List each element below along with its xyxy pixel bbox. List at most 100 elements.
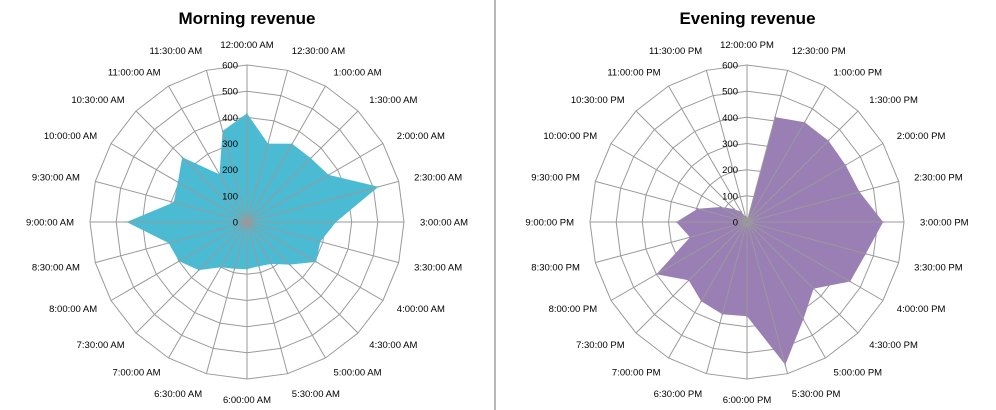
morning-radar-chart: 0 100 200 300 400 500 600 12:00:00 AM 12:30:00 A…	[26, 40, 468, 406]
radial-tick-label: 600	[722, 61, 738, 72]
spoke-line	[246, 221, 326, 359]
data-point	[687, 279, 690, 282]
category-label: 3:00:00 PM	[920, 218, 969, 229]
spoke-line	[135, 110, 248, 223]
spoke-line	[246, 85, 326, 223]
data-point	[740, 211, 742, 213]
category-label: 5:00:00 AM	[334, 367, 382, 378]
spoke-line	[246, 221, 359, 334]
spoke-line	[746, 110, 859, 223]
category-label: 8:30:00 AM	[32, 262, 80, 273]
spoke-line	[746, 221, 884, 301]
category-label: 10:00:00 AM	[44, 131, 97, 142]
category-label: 1:30:00 PM	[869, 95, 918, 106]
data-point	[246, 112, 248, 115]
radial-tick-label: 500	[722, 87, 738, 98]
category-label: 6:00:00 AM	[223, 395, 271, 406]
category-label: 1:00:00 AM	[334, 68, 382, 79]
category-label: 5:30:00 PM	[792, 389, 841, 400]
category-label: 4:00:00 PM	[897, 304, 946, 315]
category-label: 6:30:00 AM	[154, 389, 202, 400]
category-label: 6:00:00 PM	[723, 395, 772, 406]
data-point	[172, 201, 175, 204]
spoke-line	[246, 221, 399, 264]
data-point	[774, 116, 776, 118]
spoke-line	[168, 85, 248, 223]
data-point	[746, 221, 748, 223]
data-point	[246, 268, 248, 270]
data-point	[267, 142, 269, 145]
data-point	[844, 164, 847, 166]
category-label: 3:30:00 PM	[914, 262, 963, 273]
radial-tick-label: 400	[722, 113, 738, 124]
spoke-line	[246, 180, 399, 223]
data-point	[327, 174, 330, 176]
category-label: 12:30:00 AM	[292, 46, 345, 57]
data-point	[288, 263, 291, 266]
category-label: 2:30:00 PM	[914, 173, 963, 184]
data-point	[812, 287, 815, 290]
radial-tick-label: 400	[222, 113, 238, 124]
spoke-line	[668, 221, 748, 359]
category-label: 11:30:00 AM	[150, 46, 203, 57]
data-point	[258, 265, 260, 268]
spoke-line	[95, 221, 248, 264]
category-label: 8:30:00 PM	[531, 262, 580, 273]
data-point	[233, 268, 236, 270]
data-point	[291, 143, 293, 145]
data-point	[335, 221, 337, 223]
data-point	[696, 208, 699, 210]
category-label: 8:00:00 AM	[49, 304, 97, 315]
radial-tick-label: 200	[222, 165, 238, 176]
spoke-line	[168, 221, 248, 359]
data-point	[218, 173, 221, 176]
spoke-line	[635, 110, 748, 223]
category-label: 9:30:00 PM	[531, 173, 580, 184]
spoke-line	[246, 221, 384, 301]
category-label: 4:30:00 AM	[369, 340, 417, 351]
category-label: 12:30:00 PM	[792, 46, 846, 57]
category-label: 7:30:00 PM	[576, 340, 625, 351]
spoke-line	[95, 180, 248, 223]
category-label: 2:00:00 PM	[897, 131, 946, 142]
data-point	[181, 156, 183, 158]
category-label: 3:00:00 AM	[420, 218, 468, 229]
panel-divider	[494, 0, 496, 410]
data-point	[882, 221, 884, 223]
data-point	[689, 236, 691, 238]
data-point	[315, 261, 317, 263]
data-point	[827, 139, 830, 142]
spoke-line	[746, 221, 826, 359]
data-point	[746, 315, 748, 318]
data-point	[270, 263, 273, 265]
spoke-line	[610, 143, 748, 223]
spoke-line	[595, 221, 748, 264]
category-label: 5:00:00 PM	[834, 367, 883, 378]
category-label: 9:30:00 AM	[32, 173, 80, 184]
data-point	[784, 364, 787, 366]
spoke-line	[746, 85, 826, 223]
spoke-line	[595, 180, 748, 223]
data-point	[221, 130, 224, 132]
data-point	[655, 273, 658, 276]
chart-title: Evening revenue	[679, 9, 816, 28]
data-point	[198, 269, 200, 271]
chart-title: Morning revenue	[178, 9, 316, 28]
radial-tick-label: 300	[222, 139, 238, 150]
spoke-line	[668, 85, 748, 223]
category-label: 4:30:00 PM	[869, 340, 918, 351]
spoke-line	[635, 221, 748, 334]
data-point	[167, 242, 170, 244]
data-point	[865, 253, 867, 255]
data-point	[849, 280, 851, 283]
radial-tick-label: 0	[733, 218, 738, 229]
category-label: 5:30:00 AM	[292, 389, 340, 400]
spoke-line	[246, 221, 289, 374]
data-point	[675, 221, 678, 223]
radial-tick-label: 200	[722, 165, 738, 176]
data-point	[733, 208, 735, 210]
radial-tick-label: 100	[722, 191, 738, 202]
radial-tick-label: 600	[222, 61, 238, 72]
data-point	[744, 216, 747, 218]
data-point	[802, 318, 805, 321]
